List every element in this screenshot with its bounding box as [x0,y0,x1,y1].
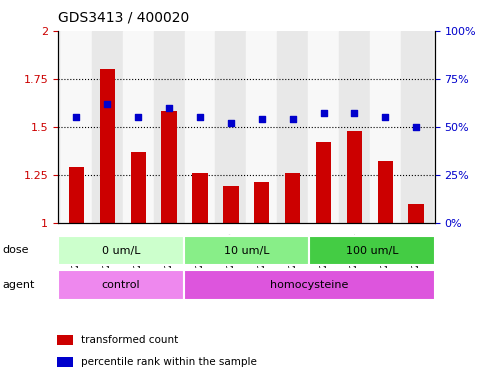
Point [165,104,173,111]
Point [134,114,142,120]
Text: 100 um/L: 100 um/L [346,245,398,256]
Bar [123,31,154,223]
Bar [61,31,92,223]
Point [412,124,420,130]
Bar [223,186,239,223]
Bar [309,236,435,265]
Bar [185,31,215,223]
Bar [370,31,401,223]
Point [289,116,297,122]
Bar [92,31,123,223]
Bar [154,31,185,223]
Text: 10 um/L: 10 um/L [224,245,269,256]
Bar [184,236,309,265]
Point [72,114,80,120]
Bar [316,142,331,223]
Point [258,116,266,122]
Bar [161,111,177,223]
Bar [69,167,84,223]
Text: control: control [101,280,140,290]
Bar [378,161,393,223]
Bar [285,173,300,223]
Bar [99,69,115,223]
Bar [57,358,73,367]
Bar [192,173,208,223]
Text: agent: agent [2,280,35,290]
Text: percentile rank within the sample: percentile rank within the sample [81,358,257,367]
Point [196,114,204,120]
Point [382,114,389,120]
Text: GDS3413 / 400020: GDS3413 / 400020 [58,11,189,25]
Point [351,110,358,116]
Bar [347,131,362,223]
Bar [401,31,432,223]
Text: homocysteine: homocysteine [270,280,348,290]
Text: 0 um/L: 0 um/L [101,245,140,256]
Bar [57,335,73,345]
Bar [277,31,308,223]
Text: dose: dose [2,245,29,255]
Bar [58,270,184,300]
Point [103,101,111,107]
Point [227,120,235,126]
Bar [184,270,435,300]
Bar [58,236,184,265]
Text: transformed count: transformed count [81,335,178,345]
Bar [130,152,146,223]
Bar [215,31,246,223]
Bar [308,31,339,223]
Point [320,110,327,116]
Bar [254,182,270,223]
Bar [246,31,277,223]
Bar [409,204,424,223]
Bar [339,31,370,223]
